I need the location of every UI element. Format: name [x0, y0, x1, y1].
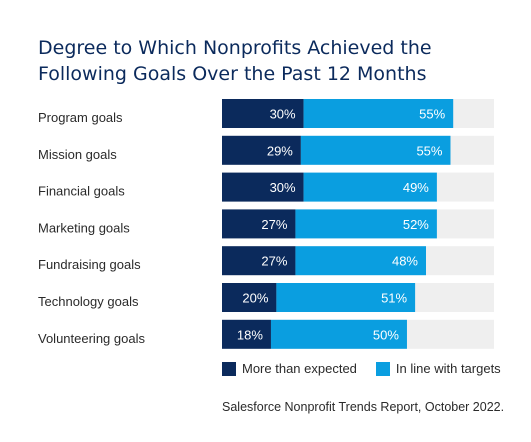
- legend-label-in-line-with-targets: In line with targets: [395, 361, 501, 376]
- data-label: 49%: [403, 180, 429, 195]
- data-label: 30%: [270, 107, 296, 122]
- category-label: Volunteering goals: [38, 331, 145, 346]
- category-label: Marketing goals: [38, 220, 130, 235]
- chart-title-line-2: Following Goals Over the Past 12 Months: [38, 63, 427, 85]
- category-label: Program goals: [38, 110, 123, 125]
- legend-label-more-than-expected: More than expected: [242, 361, 357, 376]
- chart-legend: More than expected In line with targets: [222, 361, 520, 376]
- bar-segment-in-line-with-targets: [295, 246, 426, 276]
- legend-item-in-line-with-targets: In line with targets: [375, 361, 501, 376]
- data-label: 52%: [403, 217, 429, 232]
- data-label: 27%: [261, 217, 287, 232]
- bar-segment-more-than-expected: [222, 135, 301, 165]
- bar-segment-in-line-with-targets: [300, 135, 451, 165]
- data-label: 55%: [416, 143, 442, 158]
- bar-segment-more-than-expected: [222, 209, 296, 239]
- data-label: 55%: [419, 107, 445, 122]
- data-label: 27%: [261, 254, 287, 269]
- data-label: 30%: [270, 180, 296, 195]
- bar-segment-in-line-with-targets: [295, 209, 437, 239]
- source-note: Salesforce Nonprofit Trends Report, Octo…: [222, 400, 505, 414]
- bar-segment-more-than-expected: [222, 246, 296, 276]
- bar-segment-in-line-with-targets: [270, 319, 407, 349]
- bar-segment-more-than-expected: [222, 99, 304, 128]
- legend-swatch-more-than-expected: [222, 361, 236, 376]
- data-label: 51%: [381, 291, 407, 306]
- bar-segment-in-line-with-targets: [276, 283, 416, 312]
- category-label: Mission goals: [38, 147, 117, 162]
- chart-title: Degree to Which Nonprofits Achieved the …: [38, 35, 508, 87]
- bar-segment-in-line-with-targets: [303, 172, 437, 202]
- chart-title-line-1: Degree to Which Nonprofits Achieved the: [38, 37, 432, 59]
- category-label: Technology goals: [38, 294, 139, 309]
- data-label: 48%: [392, 254, 418, 269]
- data-label: 18%: [237, 327, 263, 342]
- legend-item-more-than-expected: More than expected: [222, 361, 357, 376]
- bar-segment-more-than-expected: [222, 172, 304, 202]
- bar-segment-more-than-expected: [222, 319, 271, 349]
- legend-swatch-in-line-with-targets: [375, 361, 390, 376]
- data-label: 20%: [242, 291, 268, 306]
- data-label: 29%: [267, 143, 293, 158]
- data-label: 50%: [373, 327, 399, 342]
- bar-segment-more-than-expected: [222, 283, 277, 312]
- category-label: Fundraising goals: [38, 257, 141, 272]
- bar-segment-in-line-with-targets: [303, 99, 454, 128]
- category-label: Financial goals: [38, 184, 125, 199]
